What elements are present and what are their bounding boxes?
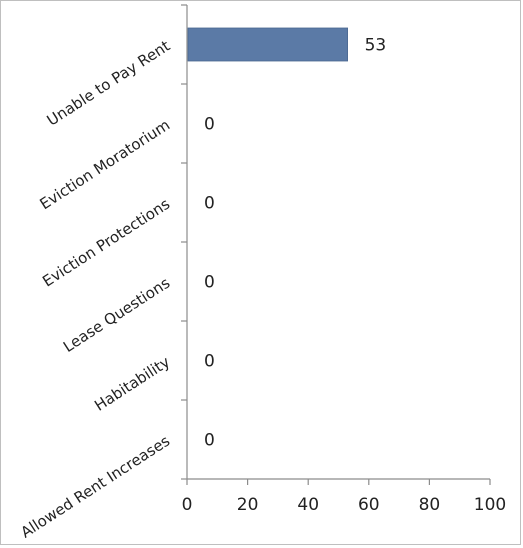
- data-label: 0: [204, 352, 215, 372]
- data-label: 0: [204, 194, 215, 214]
- category-label: Lease Questions: [60, 274, 173, 356]
- axes: [181, 4, 491, 485]
- x-tick-label: 60: [358, 495, 380, 515]
- data-label: 0: [204, 273, 215, 293]
- x-tick-label: 20: [237, 495, 259, 515]
- data-label: 0: [204, 431, 215, 451]
- category-label: Eviction Moratorium: [37, 116, 174, 213]
- data-label: 53: [365, 36, 387, 56]
- data-labels: 53 0 0 0 0 0: [204, 36, 386, 451]
- category-label: Habitability: [91, 353, 173, 415]
- bar: [187, 27, 348, 62]
- category-label: Eviction Protections: [39, 195, 173, 291]
- category-label: Unable to Pay Rent: [44, 37, 174, 130]
- x-tick-label: 100: [474, 495, 506, 515]
- category-label: Allowed Rent Increases: [17, 432, 173, 542]
- data-label: 0: [204, 115, 215, 135]
- x-tick-labels: 0 20 40 60 80 100: [182, 495, 507, 515]
- bars: [187, 27, 348, 62]
- x-tick-label: 0: [182, 495, 193, 515]
- x-tick-label: 40: [297, 495, 319, 515]
- x-tick-label: 80: [419, 495, 441, 515]
